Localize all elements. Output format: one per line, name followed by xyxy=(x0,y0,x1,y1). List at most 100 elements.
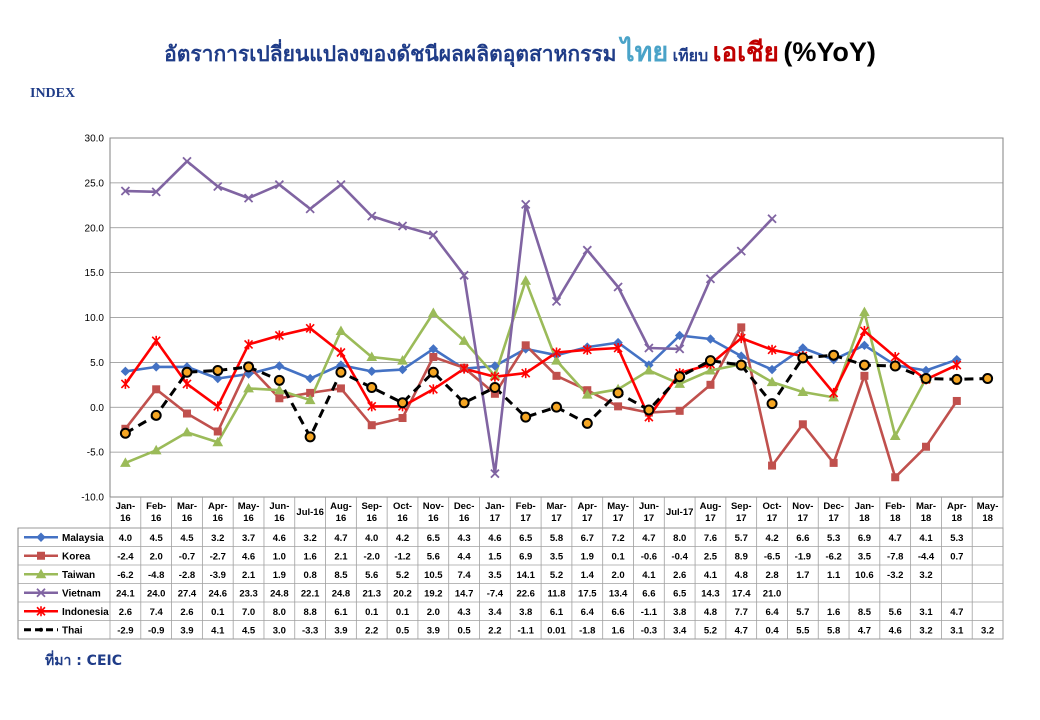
data-label: 4.3 xyxy=(458,533,471,544)
data-label: 10.5 xyxy=(424,570,443,581)
x-tick-label: May- xyxy=(238,501,260,512)
x-tick-label: May- xyxy=(607,501,629,512)
data-point-korea xyxy=(213,427,222,436)
data-point-indonesia xyxy=(551,347,562,358)
data-point-indonesia xyxy=(859,325,869,336)
data-label: 0.1 xyxy=(611,551,625,562)
data-point-taiwan xyxy=(766,376,778,387)
x-tick-label: 16 xyxy=(428,513,439,524)
data-label: 14.1 xyxy=(516,570,535,581)
x-tick-label: Aug- xyxy=(700,501,722,512)
data-point-thai xyxy=(704,355,716,367)
data-point-indonesia xyxy=(182,378,192,389)
data-point-vietnam xyxy=(428,230,438,240)
data-point-malaysia xyxy=(490,361,500,371)
data-label: 6.6 xyxy=(642,588,655,599)
data-point-taiwan xyxy=(335,325,347,335)
data-label: 17.5 xyxy=(578,588,597,599)
data-label: -2.0 xyxy=(364,551,380,562)
x-tick-label: 17 xyxy=(551,513,562,524)
x-tick-label: Apr- xyxy=(947,501,967,512)
data-label: 3.8 xyxy=(519,607,532,618)
data-point-vietnam xyxy=(582,245,592,255)
data-label: 8.9 xyxy=(735,551,748,562)
x-tick-label: 16 xyxy=(243,513,254,524)
x-tick-label: 17 xyxy=(644,513,655,524)
series-line-indonesia xyxy=(124,327,958,419)
data-point-korea xyxy=(829,458,838,467)
x-tick-label: Jan- xyxy=(485,501,505,512)
y-tick-label: 20.0 xyxy=(85,223,105,234)
data-label: 3.9 xyxy=(180,625,193,636)
data-label: 4.7 xyxy=(858,625,871,636)
data-point-thai xyxy=(951,373,963,385)
x-tick-label: Nov- xyxy=(792,501,813,512)
data-point-thai xyxy=(458,397,470,409)
data-label: 4.2 xyxy=(396,533,409,544)
title-mid: เทียบ xyxy=(672,46,709,65)
data-label: 3.2 xyxy=(304,533,317,544)
data-point-vietnam xyxy=(551,296,562,306)
data-point-taiwan xyxy=(643,364,655,375)
data-label: 4.5 xyxy=(150,533,164,544)
x-tick-label: May- xyxy=(977,501,999,512)
data-point-indonesia xyxy=(367,401,377,412)
data-label: -0.4 xyxy=(671,551,688,562)
data-point-indonesia xyxy=(521,368,531,379)
data-label: 1.5 xyxy=(488,551,502,562)
data-label: 2.5 xyxy=(704,551,718,562)
data-label: 4.8 xyxy=(735,570,748,581)
data-label: 3.9 xyxy=(427,625,440,636)
title-asia: เอเชีย xyxy=(712,38,779,68)
data-label: 5.8 xyxy=(827,625,840,636)
data-label: -3.9 xyxy=(210,570,226,581)
data-point-malaysia xyxy=(151,362,161,372)
data-label: 3.1 xyxy=(919,607,933,618)
data-point-taiwan xyxy=(581,389,593,399)
data-point-vietnam xyxy=(336,180,346,190)
data-point-thai xyxy=(366,382,378,394)
data-label: 14.3 xyxy=(701,588,720,599)
legend-entry: Vietnam xyxy=(62,588,101,599)
data-point-indonesia xyxy=(736,333,746,344)
data-label: 24.0 xyxy=(147,588,166,599)
data-label: 7.6 xyxy=(704,533,717,544)
data-point-malaysia xyxy=(767,364,777,375)
y-tick-label: 15.0 xyxy=(85,268,105,279)
data-label: 5.2 xyxy=(396,570,409,581)
data-label: 5.2 xyxy=(704,625,717,636)
data-point-taiwan xyxy=(397,355,408,365)
y-tick-label: 0.0 xyxy=(90,403,104,414)
data-point-malaysia xyxy=(397,364,408,375)
data-point-korea xyxy=(152,385,161,394)
data-point-malaysia xyxy=(305,373,315,384)
data-point-korea xyxy=(336,384,345,393)
data-point-malaysia xyxy=(120,366,131,377)
title-main: อัตราการเปลี่ยนแปลงของดัชนีผลผลิตอุตสาหก… xyxy=(164,42,617,66)
x-tick-label: Jan- xyxy=(116,501,136,512)
data-label: 11.8 xyxy=(548,588,566,599)
data-label: 22.6 xyxy=(516,588,535,599)
data-label: 27.4 xyxy=(178,588,197,599)
data-point-indonesia xyxy=(490,371,500,382)
data-label: 24.8 xyxy=(270,588,289,599)
data-label: 4.7 xyxy=(735,625,748,636)
data-point-korea xyxy=(675,406,684,415)
data-point-korea xyxy=(706,380,715,389)
data-label: 3.2 xyxy=(919,570,932,581)
data-point-korea xyxy=(737,323,746,332)
data-label: -1.8 xyxy=(579,625,595,636)
data-point-thai xyxy=(273,374,285,386)
data-point-malaysia xyxy=(674,330,685,341)
data-point-korea xyxy=(768,461,777,470)
data-point-korea xyxy=(552,371,561,380)
data-point-korea xyxy=(367,421,376,430)
data-label: -1.1 xyxy=(641,607,658,618)
data-label: 5.7 xyxy=(735,533,748,544)
x-tick-label: Aug- xyxy=(330,501,352,512)
y-axis-label: INDEX xyxy=(30,86,76,101)
data-point-taiwan xyxy=(212,436,224,447)
data-label: 0.4 xyxy=(765,625,779,636)
data-label: 4.7 xyxy=(889,533,902,544)
data-point-thai xyxy=(520,411,532,423)
